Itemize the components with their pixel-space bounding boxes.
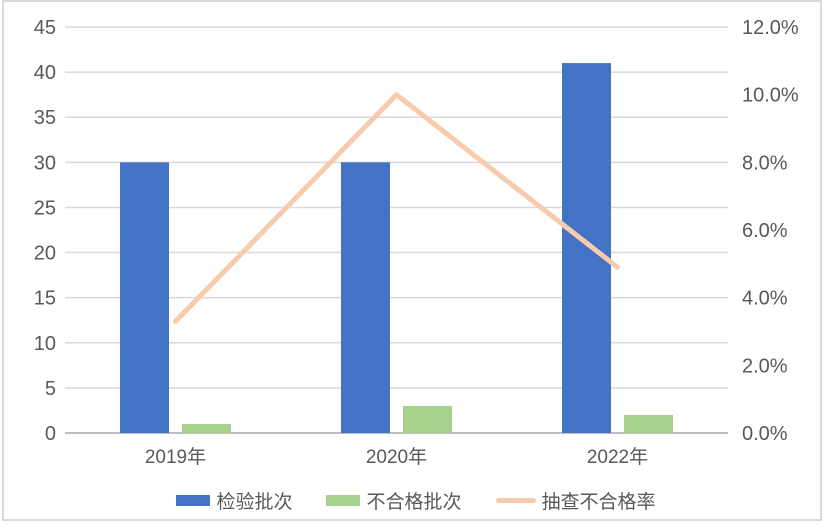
left-axis-tick-label: 15 — [34, 288, 56, 310]
left-axis-tick-label: 25 — [34, 197, 56, 219]
category-labels: 2019年 2020年 2022年 — [145, 446, 648, 468]
category-label: 2020年 — [366, 446, 427, 468]
right-axis-tick-label: 2.0% — [742, 355, 788, 377]
bar — [403, 405, 452, 433]
legend-item-1: 检验批次 — [176, 487, 292, 514]
category-label: 2019年 — [145, 446, 206, 468]
legend-label: 不合格批次 — [366, 492, 462, 513]
legend-label: 检验批次 — [216, 492, 293, 513]
legend-line-swatch — [495, 498, 536, 503]
left-axis-ticks: 0 5 10 15 20 25 30 35 40 45 — [34, 17, 56, 445]
bar — [120, 162, 169, 434]
right-axis-tick-label: 0.0% — [742, 423, 788, 445]
bar — [341, 162, 390, 434]
left-axis-tick-label: 30 — [34, 152, 56, 174]
gridlines — [65, 26, 728, 434]
bar — [182, 423, 231, 433]
category-label: 2022年 — [587, 446, 648, 468]
bar — [624, 414, 673, 433]
line-series-抽查不合格率 — [173, 92, 620, 324]
right-axis-tick-label: 10.0% — [742, 85, 799, 107]
legend-bar-swatch — [326, 495, 361, 506]
legend-label: 抽查不合格率 — [541, 492, 656, 513]
left-axis-tick-label: 10 — [34, 333, 56, 355]
legend-bar-swatch — [176, 495, 211, 506]
bar-series-检验批次 — [120, 63, 611, 434]
right-axis-tick-label: 6.0% — [742, 220, 788, 242]
left-axis-tick-label: 5 — [45, 378, 56, 400]
chart-legend: 检验批次 不合格批次 抽查不合格率 — [0, 487, 832, 514]
right-axis-tick-label: 12.0% — [742, 17, 799, 39]
left-axis-tick-label: 45 — [34, 17, 56, 39]
left-axis-tick-label: 20 — [34, 243, 56, 265]
left-axis-tick-label: 35 — [34, 107, 56, 129]
bar — [562, 63, 611, 433]
legend-item-3: 抽查不合格率 — [495, 487, 656, 514]
right-axis-tick-label: 8.0% — [742, 152, 788, 174]
left-axis-tick-label: 0 — [45, 423, 56, 445]
left-axis-tick-label: 40 — [34, 62, 56, 84]
right-axis-tick-label: 4.0% — [742, 288, 788, 310]
right-axis-ticks: 0.0% 2.0% 4.0% 6.0% 8.0% 10.0% 12.0% — [742, 17, 799, 445]
legend-item-2: 不合格批次 — [326, 487, 462, 514]
bar-series-不合格批次 — [182, 405, 673, 433]
